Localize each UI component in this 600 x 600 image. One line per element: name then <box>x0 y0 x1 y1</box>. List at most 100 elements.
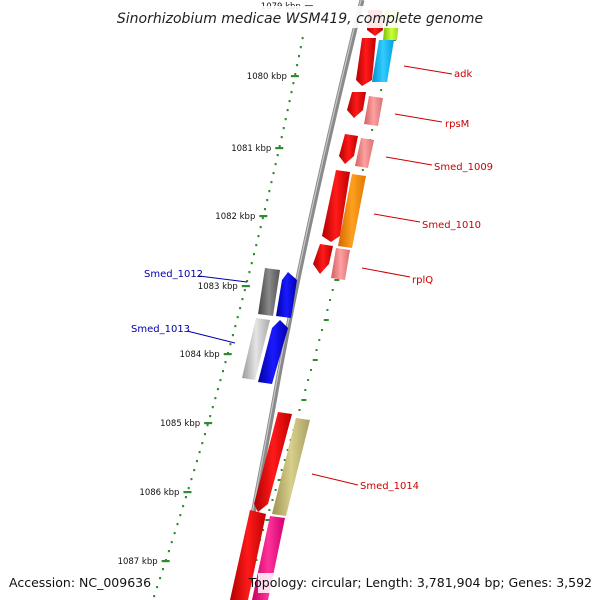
gene-feature-smed1009-salmon[interactable] <box>355 138 374 168</box>
track-dot <box>286 449 289 451</box>
gene-feature-smed1010-red[interactable] <box>322 170 350 242</box>
ruler-major-tick <box>183 491 192 494</box>
ruler-dot <box>296 64 299 67</box>
ruler-dot <box>226 352 229 355</box>
track-dot <box>329 299 332 301</box>
ruler-dot <box>153 595 156 598</box>
ruler-dot <box>198 451 201 454</box>
track-dot <box>280 469 283 471</box>
ruler-dot <box>209 415 212 418</box>
feature-dot-track <box>153 37 396 598</box>
ruler-tick-label: 1085 kbp <box>160 419 200 429</box>
ruler-dot <box>193 469 196 472</box>
ruler-dot <box>187 487 190 490</box>
label-leader-line <box>186 330 236 344</box>
ruler-dot <box>297 55 300 58</box>
ruler-dot <box>282 127 285 130</box>
track-dot <box>371 129 374 131</box>
ruler-dot <box>182 505 185 508</box>
gene-feature-smed1012-blue[interactable] <box>276 272 297 318</box>
gene-feature-smed1009-red[interactable] <box>339 134 358 164</box>
track-dot <box>307 379 310 381</box>
gene-feature-smed1014-red[interactable] <box>254 412 292 512</box>
ruler-dot <box>167 550 170 553</box>
label-leader-line <box>311 473 359 486</box>
ruler-dot <box>203 433 206 436</box>
ruler-major-tick <box>241 285 250 288</box>
gene-feature-rplQ-red[interactable] <box>313 244 333 274</box>
ruler-dot <box>241 298 244 301</box>
gene-features <box>230 10 400 600</box>
ruler-major-tick <box>204 422 213 425</box>
topology-label: Topology: circular; Length: 3,781,904 bp… <box>248 575 592 590</box>
gene-feature-smed1012-gray[interactable] <box>258 268 280 316</box>
gene-feature-rpsM-red[interactable] <box>347 92 366 118</box>
track-dot <box>304 389 307 391</box>
ruler-dot <box>259 226 262 229</box>
ruler-dot <box>243 289 246 292</box>
ruler-dot <box>257 235 260 238</box>
label-leader-line <box>373 213 421 223</box>
track-dot <box>277 479 283 481</box>
track-dot <box>283 459 286 461</box>
title-band <box>110 6 490 28</box>
track-dot <box>331 289 334 291</box>
gene-label-smed1014[interactable]: Smed_1014 <box>360 481 419 492</box>
gene-label-rplQ[interactable]: rplQ <box>412 275 433 286</box>
gene-feature-rpsM-salmon[interactable] <box>364 96 383 126</box>
gene-feature-bottom-red[interactable] <box>230 510 266 600</box>
gene-label-smed1009[interactable]: Smed_1009 <box>434 162 493 173</box>
track-dot <box>301 399 307 401</box>
ruler-dot <box>250 262 253 265</box>
gene-label-smed1010[interactable]: Smed_1010 <box>422 220 481 231</box>
label-leader-line <box>198 275 248 283</box>
gene-feature-smed1013-lightgray[interactable] <box>242 318 270 380</box>
ruler-dot <box>284 118 287 121</box>
track-dot <box>309 369 312 371</box>
gene-feature-adk-cyan[interactable] <box>372 40 394 82</box>
ruler-dot <box>261 217 264 220</box>
gene-label-adk[interactable]: adk <box>454 69 472 80</box>
gene-feature-rplQ-salmon[interactable] <box>331 248 350 280</box>
ruler-dot <box>255 244 258 247</box>
ruler-dot <box>272 172 275 175</box>
ruler-dot <box>219 379 222 382</box>
ruler-dot <box>288 100 291 103</box>
ruler-dot <box>299 46 302 49</box>
footer-topology-bg <box>258 573 594 593</box>
gene-feature-smed1010-orange[interactable] <box>338 174 366 248</box>
ruler-dot <box>170 541 173 544</box>
gene-label-smed1012[interactable]: Smed_1012 <box>144 269 203 280</box>
ruler-major-tick <box>259 215 268 218</box>
ruler-major-tick <box>290 75 299 78</box>
ruler-dot <box>211 406 214 409</box>
ruler-dot <box>195 460 198 463</box>
track-dot <box>380 89 383 91</box>
gene-feature-smed1013-blue[interactable] <box>258 320 288 384</box>
ruler-dot <box>239 307 242 310</box>
ruler-tick-label: 1080 kbp <box>247 72 287 82</box>
track-dot <box>315 349 318 351</box>
label-leader-line <box>403 65 453 75</box>
track-dot <box>265 519 271 521</box>
gene-label-smed1013[interactable]: Smed_1013 <box>131 324 190 335</box>
gene-label-layer: adk rpsM Smed_1009 Smed_1010 rplQ Smed_1… <box>131 65 493 492</box>
track-dot <box>274 489 277 491</box>
gene-features-reverse <box>242 268 297 384</box>
ruler-dot <box>276 154 279 157</box>
ruler-dot <box>278 145 281 148</box>
ruler-dot <box>294 73 297 76</box>
ruler-dot <box>274 163 277 166</box>
ruler-dot <box>162 568 165 571</box>
gene-feature-adk-red[interactable] <box>356 38 376 86</box>
ruler-dot <box>164 559 167 562</box>
ruler-dot <box>224 361 227 364</box>
ruler-dot <box>246 280 249 283</box>
gene-feature-smed1014-olive[interactable] <box>272 418 310 516</box>
gene-label-rpsM[interactable]: rpsM <box>445 119 469 130</box>
ruler-dot <box>270 181 273 184</box>
track-dot <box>321 329 324 331</box>
track-dot <box>268 509 271 511</box>
ruler-tick-label: 1086 kbp <box>139 488 179 498</box>
